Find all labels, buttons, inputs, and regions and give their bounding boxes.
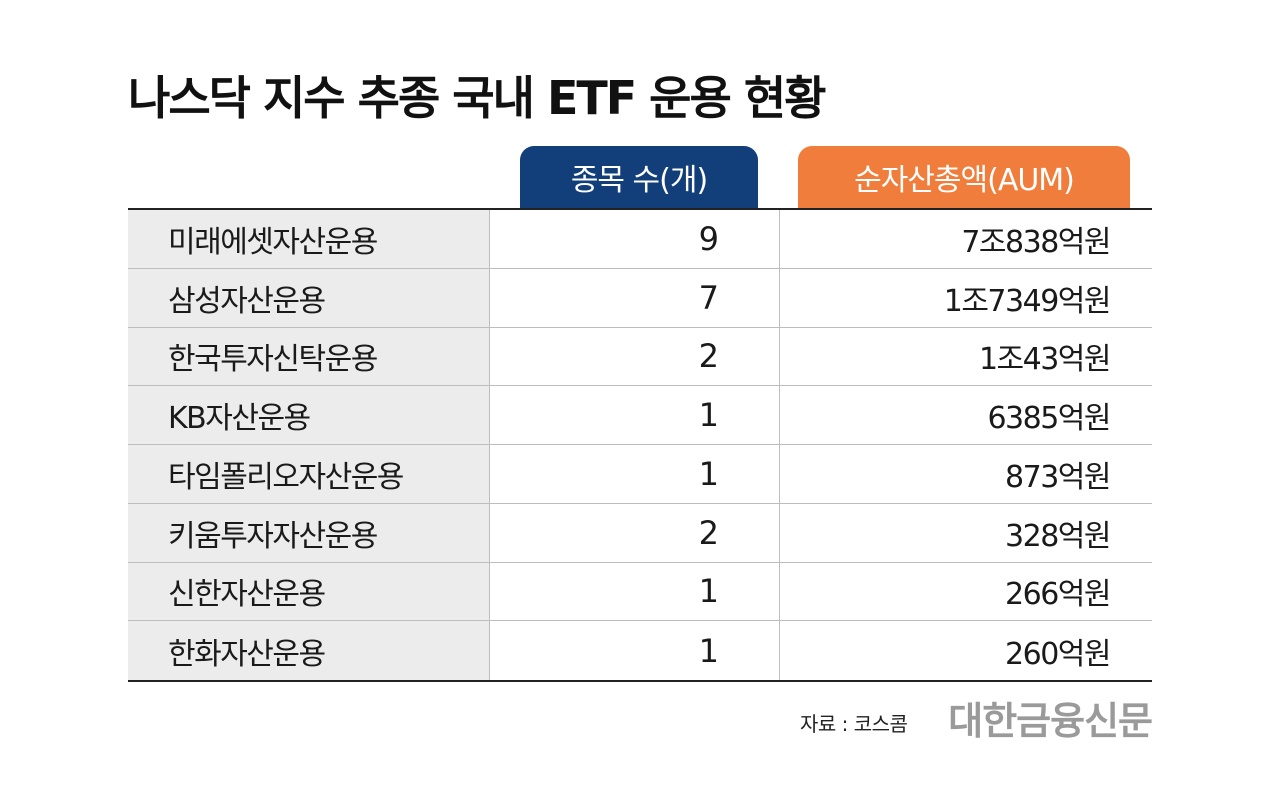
company-name-cell: 삼성자산운용: [128, 268, 490, 327]
count-cell: 2: [490, 503, 780, 562]
etf-table: 미래에셋자산운용 9 7조838억원 삼성자산운용 7 1조7349억원 한국투…: [128, 208, 1152, 682]
company-name-cell: 한화자산운용: [128, 621, 490, 680]
table-row: 타임폴리오자산운용 1 873억원: [128, 445, 1152, 504]
count-cell: 1: [490, 386, 780, 444]
table-row: 한국투자신탁운용 2 1조43억원: [128, 327, 1152, 387]
table-row: 삼성자산운용 7 1조7349억원: [128, 268, 1152, 328]
aum-cell: 266억원: [1005, 577, 1111, 613]
table-row: 키움투자자산운용 2 328억원: [128, 503, 1152, 563]
company-name-cell: 한국투자신탁운용: [128, 327, 490, 386]
aum-cell: 328억원: [1005, 518, 1111, 554]
aum-column-header: 순자산총액(AUM): [798, 146, 1130, 208]
table-row: 한화자산운용 1 260억원: [128, 621, 1152, 680]
count-cell: 9: [490, 210, 780, 268]
count-cell: 1: [490, 562, 780, 621]
count-cell: 1: [490, 621, 780, 680]
company-name-cell: 타임폴리오자산운용: [128, 445, 490, 503]
company-name-cell: 미래에셋자산운용: [128, 210, 490, 268]
table-row: 신한자산운용 1 266억원: [128, 562, 1152, 622]
company-name-cell: 키움투자자산운용: [128, 503, 490, 562]
source-note: 자료 : 코스콤: [800, 712, 908, 736]
aum-cell: 260억원: [1005, 636, 1111, 672]
page-title: 나스닥 지수 추종 국내 ETF 운용 현황: [128, 71, 826, 125]
aum-cell: 1조43억원: [978, 342, 1112, 378]
count-column-header: 종목 수(개): [520, 146, 758, 208]
aum-cell: 7조838억원: [961, 224, 1111, 260]
table-row: KB자산운용 1 6385억원: [128, 386, 1152, 445]
table-row: 미래에셋자산운용 9 7조838억원: [128, 210, 1152, 269]
company-name-cell: 신한자산운용: [128, 562, 490, 621]
count-cell: 1: [490, 445, 780, 503]
company-name-cell: KB자산운용: [128, 386, 490, 444]
aum-cell: 6385억원: [987, 401, 1111, 437]
count-cell: 7: [490, 268, 780, 327]
aum-cell: 1조7349억원: [943, 283, 1112, 319]
publisher-logo: 대한금융신문: [948, 699, 1153, 743]
aum-cell: 873억원: [1005, 459, 1111, 495]
count-cell: 2: [490, 327, 780, 386]
